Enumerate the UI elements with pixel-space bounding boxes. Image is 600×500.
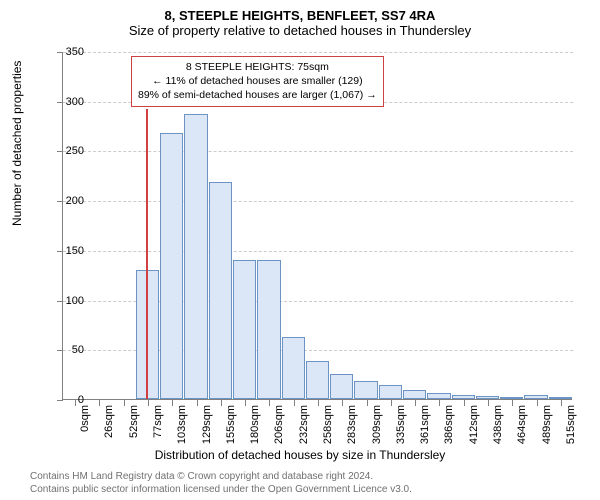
grid-line (63, 201, 573, 202)
histogram-bar (403, 390, 426, 399)
xtick-label: 232sqm (298, 405, 310, 444)
xtick-label: 464sqm (516, 405, 528, 444)
annotation-box: 8 STEEPLE HEIGHTS: 75sqm← 11% of detache… (131, 56, 384, 107)
xtick-label: 283sqm (346, 405, 358, 444)
xtick-mark (415, 400, 416, 406)
ytick-label: 100 (44, 295, 84, 307)
xtick-mark (488, 400, 489, 406)
histogram-bar (452, 395, 475, 399)
xtick-mark (197, 400, 198, 406)
histogram-bar (209, 182, 232, 399)
xtick-label: 103sqm (176, 405, 188, 444)
xtick-label: 258sqm (322, 405, 334, 444)
ytick-label: 0 (44, 394, 84, 406)
x-axis-label: Distribution of detached houses by size … (0, 448, 600, 462)
ytick-label: 300 (44, 96, 84, 108)
xtick-label: 52sqm (128, 405, 140, 438)
grid-line (63, 251, 573, 252)
grid-line (63, 52, 573, 53)
footer-line2: Contains public sector information licen… (30, 483, 412, 496)
page-title-subtitle: Size of property relative to detached ho… (0, 23, 600, 38)
annotation-line1: 8 STEEPLE HEIGHTS: 75sqm (138, 60, 377, 74)
histogram-bar (427, 393, 450, 399)
plot-region: 0sqm26sqm52sqm77sqm103sqm129sqm155sqm180… (62, 52, 572, 400)
histogram-bar (524, 395, 547, 399)
ytick-label: 50 (44, 344, 84, 356)
xtick-label: 335sqm (395, 405, 407, 444)
histogram-bar (257, 260, 280, 399)
ytick-label: 200 (44, 195, 84, 207)
histogram-bar (306, 361, 329, 399)
histogram-bar (476, 396, 499, 399)
xtick-label: 361sqm (419, 405, 431, 444)
xtick-mark (124, 400, 125, 406)
ytick-label: 150 (44, 245, 84, 257)
xtick-label: 515sqm (565, 405, 577, 444)
histogram-bar (379, 385, 402, 399)
xtick-label: 386sqm (443, 405, 455, 444)
page-title-address: 8, STEEPLE HEIGHTS, BENFLEET, SS7 4RA (0, 8, 600, 23)
xtick-mark (342, 400, 343, 406)
histogram-bar (330, 374, 353, 399)
histogram-bar (160, 133, 183, 399)
footer-attribution: Contains HM Land Registry data © Crown c… (30, 470, 412, 496)
ytick-label: 250 (44, 145, 84, 157)
xtick-label: 77sqm (152, 405, 164, 438)
xtick-mark (439, 400, 440, 406)
xtick-mark (269, 400, 270, 406)
xtick-mark (172, 400, 173, 406)
xtick-mark (561, 400, 562, 406)
xtick-mark (367, 400, 368, 406)
xtick-label: 26sqm (103, 405, 115, 438)
xtick-mark (245, 400, 246, 406)
annotation-line2: ← 11% of detached houses are smaller (12… (138, 74, 377, 88)
property-marker-line (146, 109, 148, 399)
histogram-bar (184, 114, 207, 399)
xtick-mark (318, 400, 319, 406)
xtick-label: 438sqm (492, 405, 504, 444)
xtick-mark (221, 400, 222, 406)
xtick-label: 129sqm (201, 405, 213, 444)
xtick-label: 489sqm (541, 405, 553, 444)
xtick-label: 180sqm (249, 405, 261, 444)
grid-line (63, 151, 573, 152)
xtick-mark (294, 400, 295, 406)
xtick-mark (148, 400, 149, 406)
xtick-label: 412sqm (468, 405, 480, 444)
xtick-label: 0sqm (79, 405, 91, 432)
ytick-label: 350 (44, 46, 84, 58)
histogram-bar (233, 260, 256, 399)
xtick-mark (391, 400, 392, 406)
xtick-label: 309sqm (371, 405, 383, 444)
xtick-mark (464, 400, 465, 406)
y-axis-label: Number of detached properties (10, 61, 24, 226)
histogram-bar (500, 397, 523, 399)
footer-line1: Contains HM Land Registry data © Crown c… (30, 470, 412, 483)
xtick-mark (512, 400, 513, 406)
histogram-chart: 0sqm26sqm52sqm77sqm103sqm129sqm155sqm180… (62, 52, 572, 400)
histogram-bar (354, 381, 377, 399)
xtick-mark (537, 400, 538, 406)
annotation-line3: 89% of semi-detached houses are larger (… (138, 88, 377, 102)
histogram-bar (282, 337, 305, 399)
histogram-bar (549, 397, 572, 399)
xtick-label: 206sqm (273, 405, 285, 444)
xtick-label: 155sqm (225, 405, 237, 444)
xtick-mark (99, 400, 100, 406)
